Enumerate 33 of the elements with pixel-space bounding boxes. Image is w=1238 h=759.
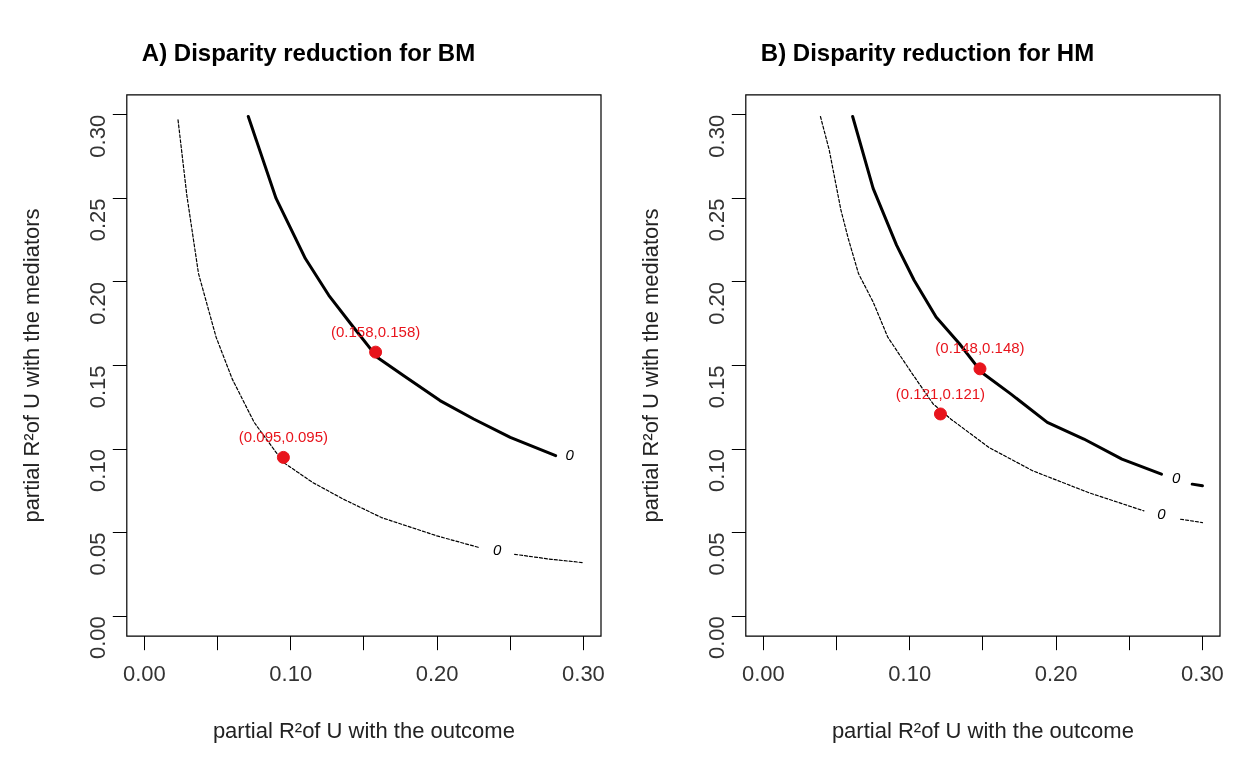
y-tick-label: 0.05: [703, 532, 729, 576]
y-tick-label: 0.10: [84, 449, 110, 492]
series-label: 0: [565, 445, 575, 463]
y-tick-label: 0.25: [703, 198, 729, 242]
y-tick-label: 0.10: [703, 449, 729, 492]
y-tick-label: 0.05: [84, 532, 110, 576]
y-tick-label: 0.15: [703, 365, 729, 409]
data-label: (0.121,0.121): [895, 384, 986, 402]
series-label: 0: [1171, 469, 1181, 487]
x-tick-label: 0.30: [562, 661, 605, 687]
x-tick-label: 0.20: [415, 661, 459, 687]
y-tick-label: 0.15: [84, 365, 110, 409]
y-tick-label: 0.20: [84, 281, 110, 325]
x-axis-title: partial R²of U with the outcome: [831, 717, 1134, 743]
x-tick-label: 0.30: [1181, 661, 1224, 687]
x-tick-label: 0.00: [741, 661, 785, 687]
chart-title: A) Disparity reduction for BM: [141, 39, 476, 67]
chart-title: B) Disparity reduction for HM: [760, 39, 1095, 67]
y-tick-label: 0.30: [703, 114, 729, 158]
series-label: 0: [1157, 505, 1167, 523]
series-label: 0: [492, 541, 502, 559]
y-axis-title: partial R²of U with the mediators: [638, 208, 664, 523]
y-tick-label: 0.20: [703, 281, 729, 325]
y-axis-title: partial R²of U with the mediators: [19, 208, 45, 523]
y-tick-label: 0.30: [84, 114, 110, 158]
x-tick-label: 0.20: [1034, 661, 1078, 687]
x-axis-title: partial R²of U with the outcome: [212, 717, 515, 743]
y-tick-label: 0.25: [84, 198, 110, 242]
y-tick-label: 0.00: [84, 616, 110, 659]
y-tick-label: 0.00: [703, 616, 729, 659]
x-tick-label: 0.10: [269, 661, 313, 687]
x-tick-label: 0.10: [888, 661, 932, 687]
x-tick-label: 0.00: [122, 661, 166, 687]
